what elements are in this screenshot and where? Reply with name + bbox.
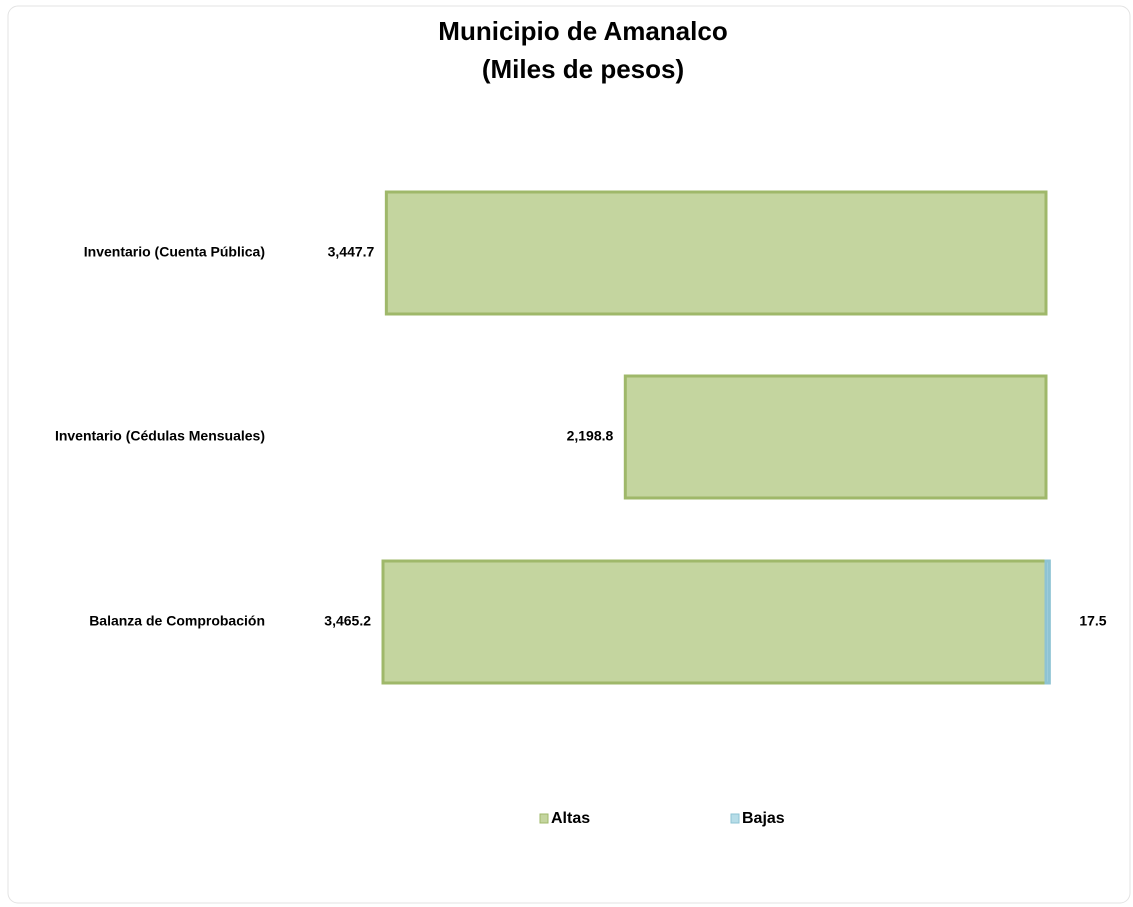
bar — [1044, 559, 1051, 685]
bar — [384, 190, 1048, 316]
data-label: 3,465.2 — [324, 613, 371, 629]
bar — [623, 374, 1048, 500]
legend-label: Bajas — [742, 810, 785, 827]
bar — [381, 559, 1048, 685]
category-label: Inventario (Cédulas Mensuales) — [55, 428, 265, 444]
category-label: Inventario (Cuenta Pública) — [84, 244, 265, 260]
category-label: Balanza de Comprobación — [89, 613, 265, 629]
chart-title: Municipio de Amanalco — [438, 16, 727, 46]
data-label: 17.5 — [1079, 613, 1106, 629]
legend-swatch — [539, 813, 549, 824]
legend-label: Altas — [551, 810, 590, 827]
data-label: 2,198.8 — [567, 428, 614, 444]
data-label: 3,447.7 — [328, 244, 375, 260]
legend-swatch — [730, 813, 740, 824]
chart-subtitle: (Miles de pesos) — [482, 54, 684, 84]
